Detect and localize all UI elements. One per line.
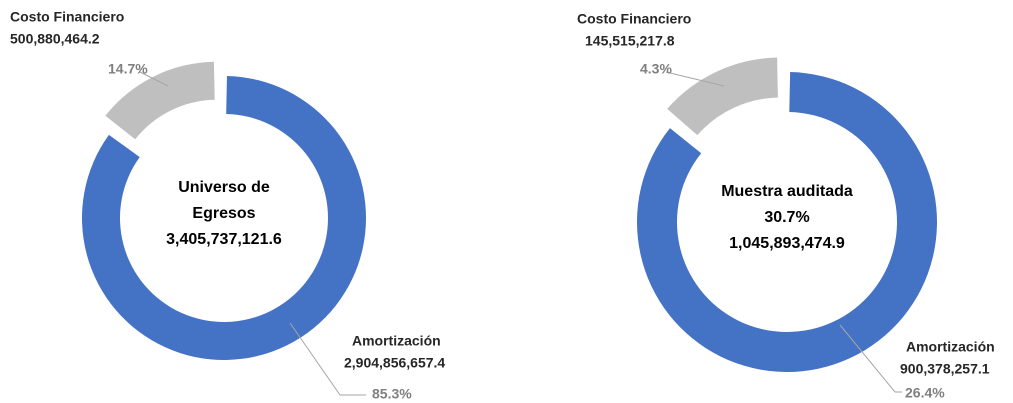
center-label: 1,045,893,474.9 [729, 235, 845, 252]
center-label: Egresos [192, 205, 255, 222]
leader-line [839, 324, 896, 393]
center-label: 3,405,737,121.6 [166, 231, 282, 248]
value-label: 500,880,464.2 [10, 31, 100, 47]
category-label: Costo Financiero [577, 11, 691, 27]
percent-label: 4.3% [640, 61, 672, 77]
category-label: Amortización [906, 339, 995, 355]
percent-label: 85.3% [372, 386, 412, 402]
value-label: 2,904,856,657.4 [344, 355, 445, 371]
donut-slice [105, 61, 215, 140]
donut-slice [667, 57, 778, 136]
category-label: Amortización [352, 333, 441, 349]
leader-line [289, 322, 341, 396]
center-label: Universo de [178, 179, 270, 196]
percent-label: 26.4% [905, 385, 945, 401]
value-label: 900,378,257.1 [900, 361, 990, 377]
leader-line [665, 71, 725, 87]
center-label: Muestra auditada [721, 183, 853, 200]
category-label: Costo Financiero [10, 9, 124, 25]
percent-label: 14.7% [108, 61, 148, 77]
leader-line [139, 71, 169, 87]
value-label: 145,515,217.8 [585, 33, 675, 49]
center-label: 30.7% [764, 209, 809, 226]
